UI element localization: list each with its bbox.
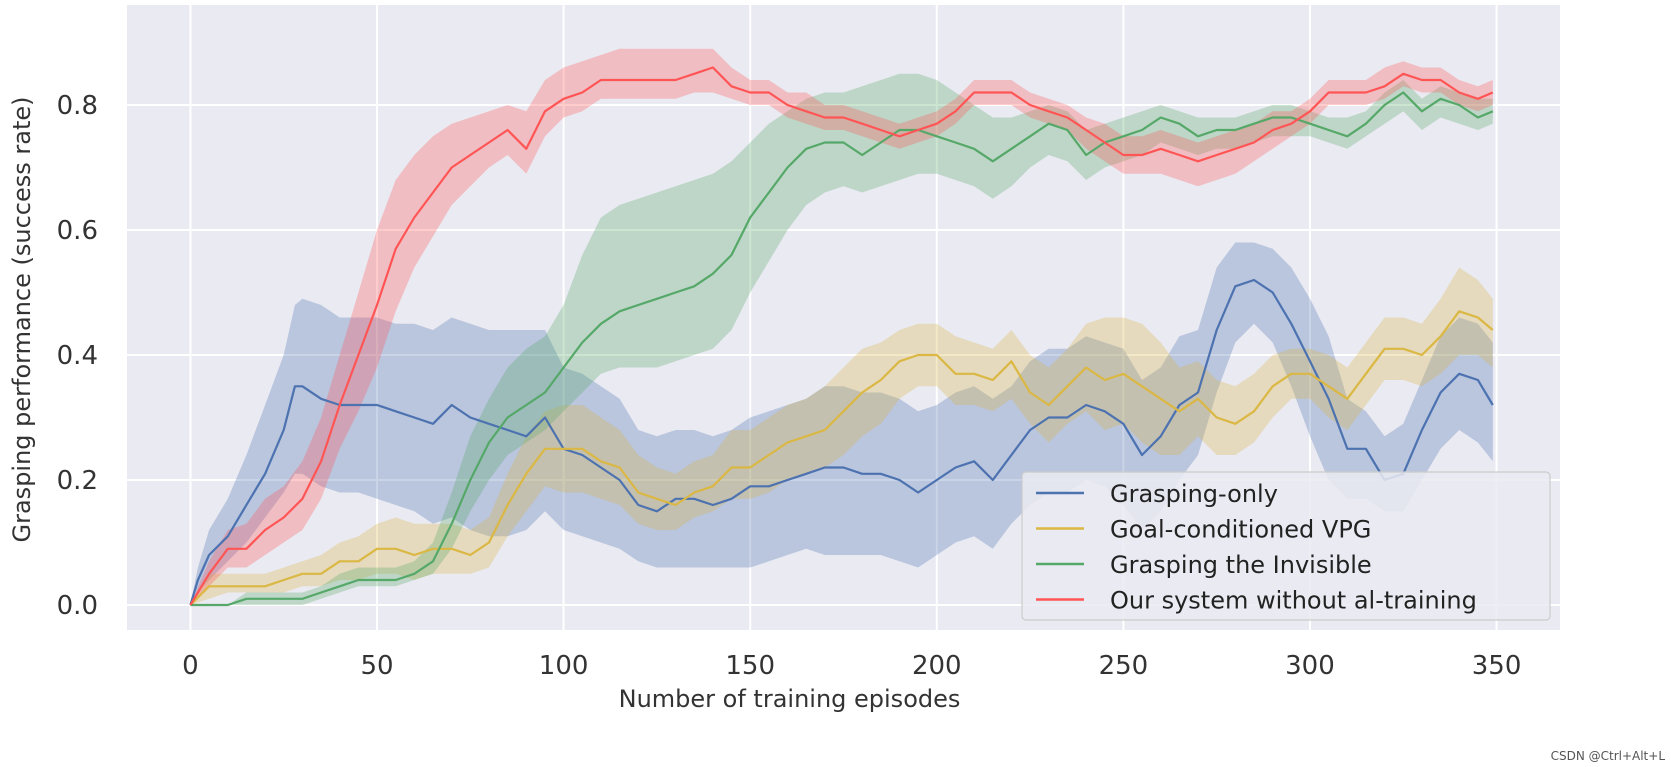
y-tick-label: 0.0 <box>57 591 98 621</box>
x-tick-label: 350 <box>1472 651 1522 681</box>
series-line-3 <box>190 91 1494 607</box>
watermark: CSDN @Ctrl+Alt+L <box>1550 749 1665 763</box>
y-tick-label: 0.2 <box>57 466 98 496</box>
y-axis-label: Grasping performance (success rate) <box>8 97 36 543</box>
x-tick-label: 100 <box>539 651 589 681</box>
series-lines <box>189 66 1494 607</box>
legend-box <box>1021 471 1551 621</box>
x-axis-ticks: 0 50 100 150 200 250 300 350 <box>182 651 1521 681</box>
x-tick-label: 300 <box>1285 651 1335 681</box>
x-axis-label: Number of training episodes <box>619 685 961 713</box>
series-line-4 <box>189 66 1494 606</box>
legend-label-3: Grasping the Invisible <box>1110 551 1372 579</box>
x-tick-label: 250 <box>1099 651 1149 681</box>
series-line-1 <box>189 278 1494 606</box>
y-tick-label: 0.4 <box>57 341 98 371</box>
legend-label-4: Our system without al-training <box>1110 587 1477 615</box>
y-tick-label: 0.6 <box>57 216 98 246</box>
series-line-2 <box>189 310 1494 606</box>
x-tick-label: 0 <box>182 651 199 681</box>
confidence-band-4 <box>190 48 1493 606</box>
legend-label-2: Goal-conditioned VPG <box>1110 516 1371 544</box>
legend: Grasping-only Goal-conditioned VPG Graspin… <box>1021 471 1551 621</box>
x-tick-label: 150 <box>725 651 775 681</box>
confidence-band-1 <box>190 242 1493 605</box>
legend-label-1: Grasping-only <box>1110 480 1278 508</box>
x-tick-label: 50 <box>360 651 393 681</box>
confidence-band-2 <box>190 267 1493 605</box>
x-tick-label: 200 <box>912 651 962 681</box>
y-tick-label: 0.8 <box>57 91 98 121</box>
y-axis-ticks: 0.0 0.2 0.4 0.6 0.8 <box>57 91 98 621</box>
